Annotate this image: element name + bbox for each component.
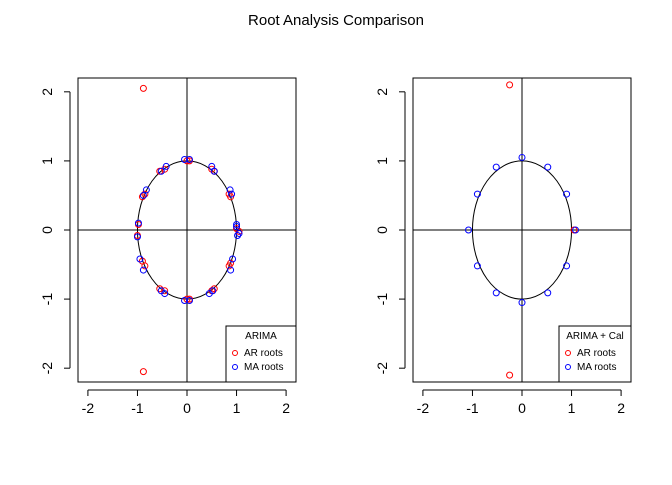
legend-title: ARIMA + Cal — [566, 331, 624, 342]
data-point — [226, 186, 234, 194]
legend-label: AR roots — [244, 348, 283, 359]
data-point — [161, 290, 169, 298]
figure-title: Root Analysis Comparison — [248, 12, 424, 29]
y-tick-label: 0 — [374, 226, 390, 234]
data-point — [227, 266, 235, 274]
data-point — [133, 233, 141, 241]
x-tick-label: 2 — [282, 400, 290, 416]
legend-title: ARIMA — [245, 331, 277, 342]
data-point — [134, 219, 142, 227]
x-tick-label: 2 — [617, 400, 625, 416]
y-tick-label: -1 — [39, 293, 55, 306]
data-point — [544, 163, 552, 171]
data-point — [209, 287, 217, 295]
data-point — [563, 190, 571, 198]
x-tick-label: 0 — [518, 400, 526, 416]
series-ma-roots — [133, 156, 243, 304]
x-tick-label: -2 — [82, 400, 95, 416]
data-point — [473, 190, 481, 198]
data-point — [227, 259, 235, 267]
y-tick-label: 1 — [374, 157, 390, 165]
legend-box — [558, 325, 632, 383]
data-point — [161, 287, 169, 295]
legend: ARIMA + Cal AR roots MA roots — [558, 325, 632, 383]
x-tick-label: 1 — [568, 400, 576, 416]
x-tick-label: -1 — [466, 400, 479, 416]
legend-marker — [565, 364, 571, 370]
data-point — [518, 299, 526, 307]
data-point — [506, 371, 514, 379]
legend-marker — [232, 364, 238, 370]
data-point — [139, 368, 147, 376]
data-point — [136, 255, 144, 263]
data-point — [544, 289, 552, 297]
data-point — [210, 167, 218, 175]
data-point — [210, 285, 218, 293]
data-point — [139, 84, 147, 92]
y-tick-label: 2 — [39, 88, 55, 96]
data-point — [235, 229, 243, 237]
data-point — [229, 255, 237, 263]
legend-marker — [565, 350, 571, 356]
panels: -2 -1 0 1 2 -2 -1 0 1 2 ARIMA AR roots MA roots -2 -1 0… — [39, 77, 632, 416]
y-tick-label: -1 — [374, 293, 390, 306]
data-point — [157, 167, 165, 175]
data-point — [492, 163, 500, 171]
x-tick-label: -2 — [417, 400, 430, 416]
data-point — [233, 223, 241, 231]
data-point — [181, 296, 189, 304]
data-point — [139, 266, 147, 274]
data-point — [185, 156, 193, 164]
data-point — [185, 296, 193, 304]
y-tick-label: 2 — [374, 88, 390, 96]
x-tick-label: -1 — [131, 400, 144, 416]
data-point — [138, 193, 146, 201]
data-point — [142, 186, 150, 194]
data-point — [181, 156, 189, 164]
data-point — [464, 226, 472, 234]
y-tick-label: -2 — [39, 362, 55, 375]
x-tick-label: 1 — [233, 400, 241, 416]
series-ma-roots — [464, 153, 580, 307]
x-tick-label: 0 — [183, 400, 191, 416]
data-point — [492, 289, 500, 297]
legend-label: AR roots — [577, 348, 616, 359]
y-tick-label: 1 — [39, 157, 55, 165]
data-point — [162, 162, 170, 170]
data-point — [139, 191, 147, 199]
y-tick-label: -2 — [374, 362, 390, 375]
data-point — [228, 190, 236, 198]
panel-2: -2 -1 0 1 2 -2 -1 0 1 2 ARIMA + Cal AR roots MA root… — [374, 77, 632, 416]
data-point — [141, 262, 149, 270]
legend-marker — [232, 350, 238, 356]
data-point — [506, 81, 514, 89]
data-point — [572, 226, 580, 234]
data-point — [563, 262, 571, 270]
legend-label: MA roots — [577, 362, 616, 373]
y-tick-label: 0 — [39, 226, 55, 234]
legend: ARIMA AR roots MA roots — [225, 325, 297, 383]
data-point — [234, 232, 242, 240]
data-point — [518, 153, 526, 161]
panel-1: -2 -1 0 1 2 -2 -1 0 1 2 ARIMA AR roots MA roots — [39, 77, 297, 416]
data-point — [473, 262, 481, 270]
legend-label: MA roots — [244, 362, 283, 373]
data-point — [233, 220, 241, 228]
